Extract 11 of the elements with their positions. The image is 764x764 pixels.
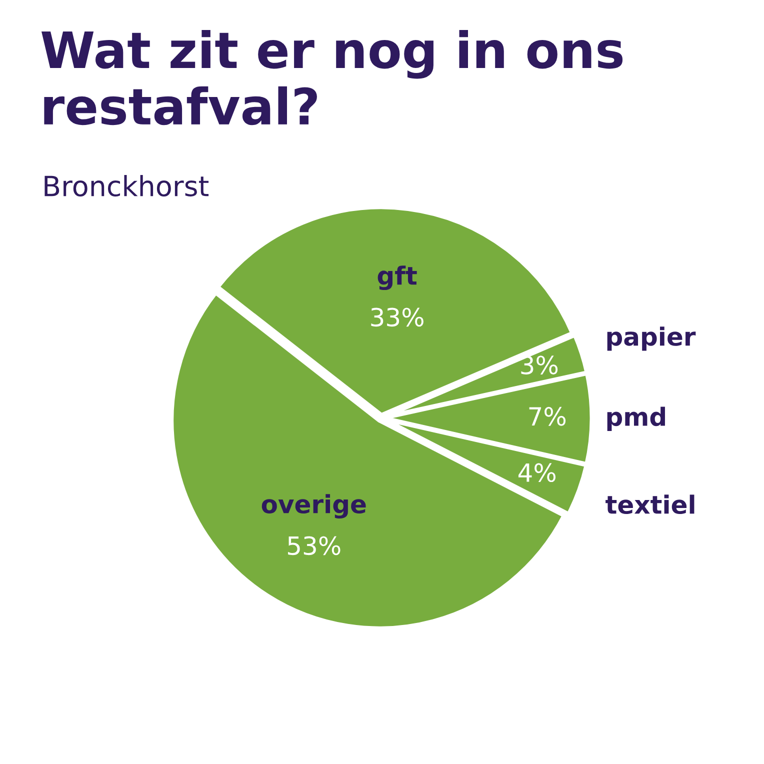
slice-label: pmd	[607, 406, 665, 432]
slice-label: overige	[262, 494, 366, 519]
data-label: 4%	[518, 463, 556, 482]
data-label: 33%	[371, 308, 424, 327]
slice-label: papier	[607, 326, 696, 351]
chart-subtitle: Bronckhorst	[44, 175, 209, 196]
slice-label: textiel	[606, 494, 694, 514]
data-label: 53%	[288, 536, 340, 556]
chart-title: Wat zit er nog in ons restafval?	[41, 30, 623, 126]
slice-label: gft	[378, 266, 417, 290]
data-label: 7%	[529, 406, 566, 426]
